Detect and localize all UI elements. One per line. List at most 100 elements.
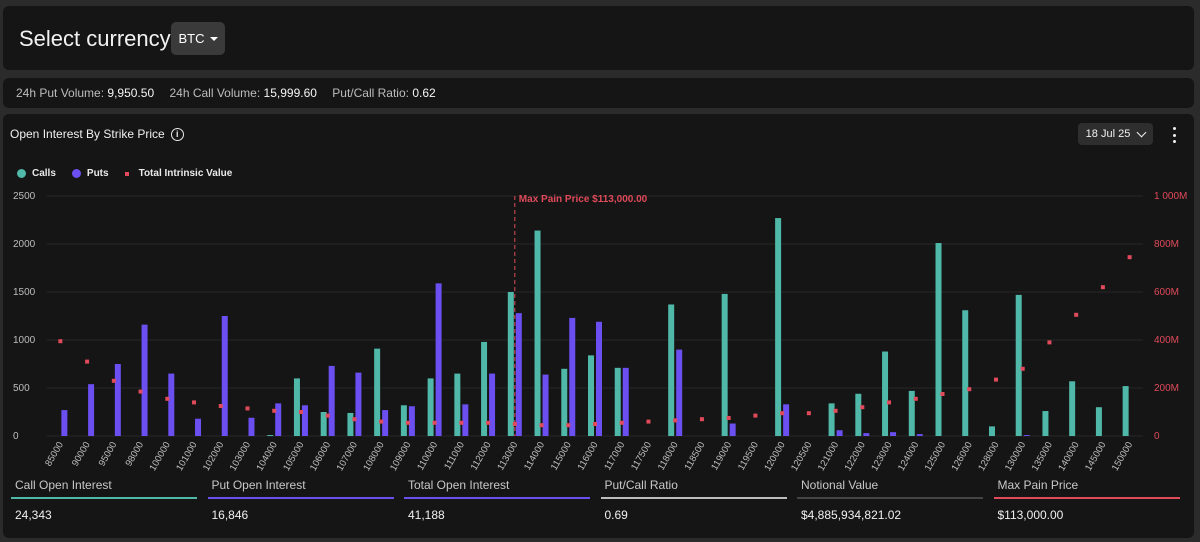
x-tick-label: 118000 xyxy=(656,440,681,472)
summary-value: 0.69 xyxy=(604,508,628,522)
max-pain-label: Max Pain Price $113,000.00 xyxy=(519,194,648,205)
intrinsic-value-marker xyxy=(806,411,811,416)
intrinsic-legend-swatch xyxy=(124,171,129,176)
intrinsic-value-marker xyxy=(993,377,998,382)
intrinsic-value-marker xyxy=(486,420,491,425)
calls-bar xyxy=(320,412,327,436)
legend-intrinsic[interactable]: Total Intrinsic Value xyxy=(124,168,233,179)
puts-bar xyxy=(328,365,335,436)
intrinsic-value-marker xyxy=(165,396,170,401)
currency-panel: Select currency: BTC xyxy=(3,6,1194,70)
intrinsic-value-marker xyxy=(352,417,357,422)
x-tick-label: 115000 xyxy=(549,440,574,472)
y-tick-label-right: 400M xyxy=(1154,335,1179,346)
summary-underline xyxy=(207,497,394,499)
currency-dropdown[interactable]: BTC xyxy=(171,22,225,55)
intrinsic-value-marker xyxy=(593,422,597,426)
x-tick-label: 150000 xyxy=(1110,440,1135,473)
summary-underline xyxy=(404,497,590,499)
intrinsic-value-marker xyxy=(780,411,785,416)
stats-row: 24h Put Volume: 9,950.50 24h Call Volume… xyxy=(16,86,448,100)
intrinsic-value-marker xyxy=(566,423,571,428)
puts-bar xyxy=(248,417,255,436)
info-icon[interactable]: i xyxy=(170,127,184,141)
expiry-date-dropdown[interactable]: 18 Jul 25 xyxy=(1078,123,1153,145)
x-tick-label: 105000 xyxy=(281,440,306,473)
x-tick-label: 100000 xyxy=(148,440,173,473)
volume-stats-bar: 24h Put Volume: 9,950.50 24h Call Volume… xyxy=(3,78,1194,108)
summary-value: $4,885,934,821.02 xyxy=(801,508,902,522)
intrinsic-value-marker xyxy=(1074,312,1079,317)
puts-bar xyxy=(916,434,923,436)
y-tick-label-left: 0 xyxy=(13,431,19,442)
chevron-down-icon xyxy=(1136,127,1147,137)
intrinsic-value-marker xyxy=(298,410,303,414)
summary-tiles: Call Open Interest 24,343 Put Open Inter… xyxy=(11,477,1190,522)
summary-underline xyxy=(797,497,983,499)
x-tick-label: 117000 xyxy=(602,440,627,472)
intrinsic-value-marker xyxy=(218,404,223,408)
y-tick-label-left: 1000 xyxy=(13,335,36,346)
summary-underline xyxy=(11,497,197,499)
puts-bar xyxy=(890,432,897,436)
legend-intrinsic-label: Total Intrinsic Value xyxy=(138,168,233,179)
calls-bar xyxy=(507,292,514,436)
summary-label: Max Pain Price xyxy=(997,478,1079,492)
legend-puts[interactable]: Puts xyxy=(71,168,109,179)
chart-legend: Calls Puts Total Intrinsic Value xyxy=(17,168,248,179)
x-tick-label: 119000 xyxy=(709,440,734,472)
calls-bar xyxy=(828,403,835,436)
summary-put-call-ratio: Put/Call Ratio 0.69 xyxy=(600,477,793,522)
calls-bar xyxy=(374,348,381,436)
calls-bar xyxy=(908,390,915,436)
summary-label: Put/Call Ratio xyxy=(604,478,678,492)
y-tick-label-right: 1 000M xyxy=(1154,191,1187,202)
puts-bar xyxy=(596,321,602,436)
kebab-menu-icon[interactable] xyxy=(1168,127,1180,143)
x-tick-label: 103000 xyxy=(228,440,253,473)
x-tick-label: 125000 xyxy=(923,440,948,473)
x-tick-label: 110000 xyxy=(415,440,440,472)
x-tick-label: 111000 xyxy=(442,440,467,472)
calls-bar xyxy=(534,230,541,436)
puts-bar xyxy=(836,430,843,436)
x-tick-label: 140000 xyxy=(1056,440,1081,473)
calls-bar xyxy=(1042,411,1049,436)
legend-puts-label: Puts xyxy=(86,168,109,179)
call-volume-value: 15,999.60 xyxy=(263,86,317,100)
select-currency-label: Select currency: xyxy=(19,26,177,51)
x-tick-label: 121000 xyxy=(816,440,841,473)
intrinsic-value-marker xyxy=(673,418,678,423)
intrinsic-value-marker xyxy=(432,420,437,425)
intrinsic-value-marker xyxy=(646,419,651,424)
puts-bar xyxy=(114,364,121,436)
intrinsic-value-marker xyxy=(1020,366,1025,371)
intrinsic-value-marker xyxy=(138,389,143,394)
y-tick-label-right: 200M xyxy=(1154,383,1179,394)
calls-bar xyxy=(775,218,782,436)
call-volume-label: 24h Call Volume: xyxy=(169,86,261,100)
y-tick-label-right: 800M xyxy=(1154,239,1179,250)
x-tick-label: 98000 xyxy=(123,440,146,468)
intrinsic-value-marker xyxy=(1047,340,1052,345)
summary-max-pain: Max Pain Price $113,000.00 xyxy=(993,477,1186,522)
summary-value: $113,000.00 xyxy=(997,508,1064,522)
intrinsic-value-marker xyxy=(753,413,758,418)
puts-bar xyxy=(676,349,683,436)
x-tick-label: 107000 xyxy=(335,440,360,473)
puts-bar xyxy=(515,313,522,436)
x-tick-label: 90000 xyxy=(70,440,93,468)
x-tick-label: 108000 xyxy=(361,440,386,473)
intrinsic-value-marker xyxy=(1100,285,1105,290)
calls-bar xyxy=(267,435,274,436)
puts-bar xyxy=(221,316,228,436)
summary-label: Notional Value xyxy=(801,478,879,492)
legend-calls-label: Calls xyxy=(32,168,56,179)
calls-bar xyxy=(855,393,862,436)
summary-put-oi: Put Open Interest 16,846 xyxy=(207,477,400,522)
summary-notional-value: Notional Value $4,885,934,821.02 xyxy=(797,477,989,522)
puts-bar xyxy=(489,373,496,436)
calls-bar xyxy=(988,426,995,436)
legend-calls[interactable]: Calls xyxy=(17,168,56,179)
puts-bar xyxy=(569,317,576,436)
